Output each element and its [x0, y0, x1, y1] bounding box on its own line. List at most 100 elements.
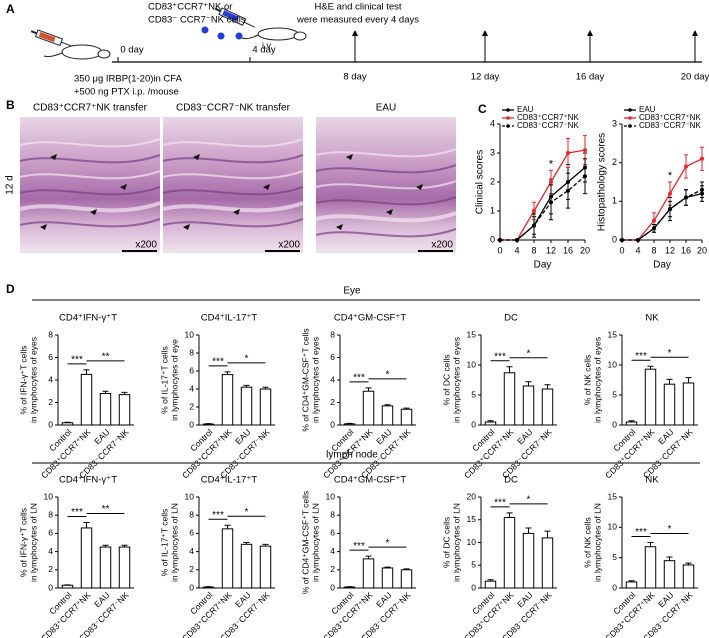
- error-bar: [666, 378, 673, 385]
- tissue-layer: [315, 180, 457, 190]
- x-tick-label: 0: [619, 245, 624, 255]
- arrowhead: [336, 224, 343, 230]
- x-tick-label: 8: [531, 245, 536, 255]
- data-point: [498, 238, 502, 242]
- error-bar: [224, 371, 231, 375]
- significance: ***: [353, 541, 365, 552]
- y-tick-label: 6: [48, 352, 53, 362]
- bar: [400, 408, 413, 426]
- histology-image: [20, 117, 160, 253]
- data-point: [583, 148, 587, 153]
- significance: ***: [353, 373, 365, 384]
- y-tick-label: 6: [330, 352, 335, 362]
- y-axis-label: % of NK cells: [582, 517, 592, 568]
- magnification: x200: [135, 240, 157, 251]
- chart-title: CD4⁺IL-17⁺T: [201, 313, 258, 324]
- chart-title: CD4⁺IL-17⁺T: [201, 475, 258, 486]
- cell-dot: [235, 32, 243, 40]
- y-tick-label: 4: [48, 546, 53, 556]
- error-bar: [384, 566, 391, 568]
- bar: [503, 372, 516, 426]
- error-bar: [262, 543, 269, 547]
- bar: [682, 382, 695, 426]
- error-bar: [525, 527, 532, 534]
- y-axis-label: % of IFN-γ⁺T cells: [18, 345, 28, 414]
- error-bar: [403, 407, 410, 410]
- panel-label: B: [6, 98, 15, 112]
- syringe: [214, 7, 256, 28]
- significance: ***: [494, 351, 506, 362]
- y-tick-label: 8: [330, 509, 335, 519]
- chart-title: CD4⁺IFN-γ⁺T: [59, 475, 117, 486]
- chart-title: DC: [504, 475, 518, 486]
- mouse: [43, 44, 111, 60]
- significance: *: [527, 495, 531, 506]
- bar: [484, 421, 497, 426]
- x-axis-label: Day: [534, 260, 552, 271]
- significance: ***: [71, 507, 83, 518]
- y-tick-label: 5: [612, 552, 617, 562]
- y-tick-label: 8: [48, 509, 53, 519]
- error-bar: [64, 421, 71, 423]
- side-label: 12 d: [5, 175, 16, 194]
- arrowhead: [263, 184, 270, 190]
- legend-entry: CD83⁻CCR7⁻NK: [517, 121, 579, 130]
- legend-entry: EAU: [517, 105, 534, 114]
- x-tick-label: 4: [514, 245, 519, 255]
- bar: [343, 423, 356, 426]
- error-bar: [384, 404, 391, 406]
- error-bar: [224, 524, 231, 529]
- image-caption: EAU: [376, 103, 397, 114]
- y-axis-label: Histopathology scores: [597, 133, 608, 231]
- y-axis-label: in lymphocytes of eyes: [592, 337, 602, 423]
- x-tick-label: 0: [497, 245, 502, 255]
- data-point: [566, 188, 570, 193]
- y-tick-label: 2: [490, 176, 495, 186]
- data-point: [668, 207, 672, 212]
- y-tick-label: 3: [490, 147, 495, 157]
- data-point: [583, 174, 587, 179]
- y-tick-label: 15: [467, 514, 477, 524]
- y-tick-label: 10: [467, 537, 477, 547]
- bar: [202, 423, 215, 426]
- magnification: x200: [278, 240, 300, 251]
- day-label: 12 day: [471, 72, 500, 83]
- panel-label: C: [478, 102, 487, 116]
- data-point: [652, 226, 656, 231]
- error-bar: [628, 420, 635, 422]
- bar: [80, 527, 93, 589]
- significance: *: [549, 158, 554, 170]
- y-tick-label: 6: [330, 528, 335, 538]
- error-bar: [647, 365, 654, 370]
- y-axis-label: in lymphocytes of LN: [28, 503, 38, 582]
- y-tick-label: 0: [612, 582, 617, 592]
- bar: [541, 388, 554, 426]
- immunization-text: +500 ng PTX i.p. /mouse: [74, 87, 179, 98]
- tissue-layer: [315, 228, 457, 238]
- day-label: 4 day: [252, 45, 275, 56]
- error-bar: [628, 580, 635, 582]
- y-tick-label: 1: [612, 196, 617, 206]
- image-caption: CD83⁺CCR7⁺NK transfer: [33, 103, 148, 114]
- error-bar: [666, 556, 673, 561]
- y-axis-label: in lymphocytes of eyes: [310, 337, 320, 423]
- y-tick-label: 0: [330, 419, 335, 429]
- tissue-layer: [315, 196, 457, 206]
- data-point: [515, 238, 519, 242]
- panel-label: A: [6, 2, 15, 16]
- error-bar: [544, 530, 551, 538]
- tissue-layer: [162, 201, 304, 213]
- histology-image: [163, 117, 303, 253]
- x-axis-label: Day: [653, 260, 671, 271]
- bar: [240, 543, 253, 589]
- mouse: [241, 27, 307, 41]
- significance: **: [102, 504, 110, 515]
- row-header: lymph node: [326, 450, 378, 461]
- significance: *: [668, 524, 672, 535]
- error-bar: [487, 420, 494, 422]
- legend-entry: CD83⁻CCR7⁻NK: [639, 121, 701, 130]
- x-tick-label: 8: [651, 245, 656, 255]
- y-axis-label: % of DC cells: [441, 354, 451, 405]
- data-point: [532, 223, 536, 228]
- tissue-layer: [162, 170, 304, 180]
